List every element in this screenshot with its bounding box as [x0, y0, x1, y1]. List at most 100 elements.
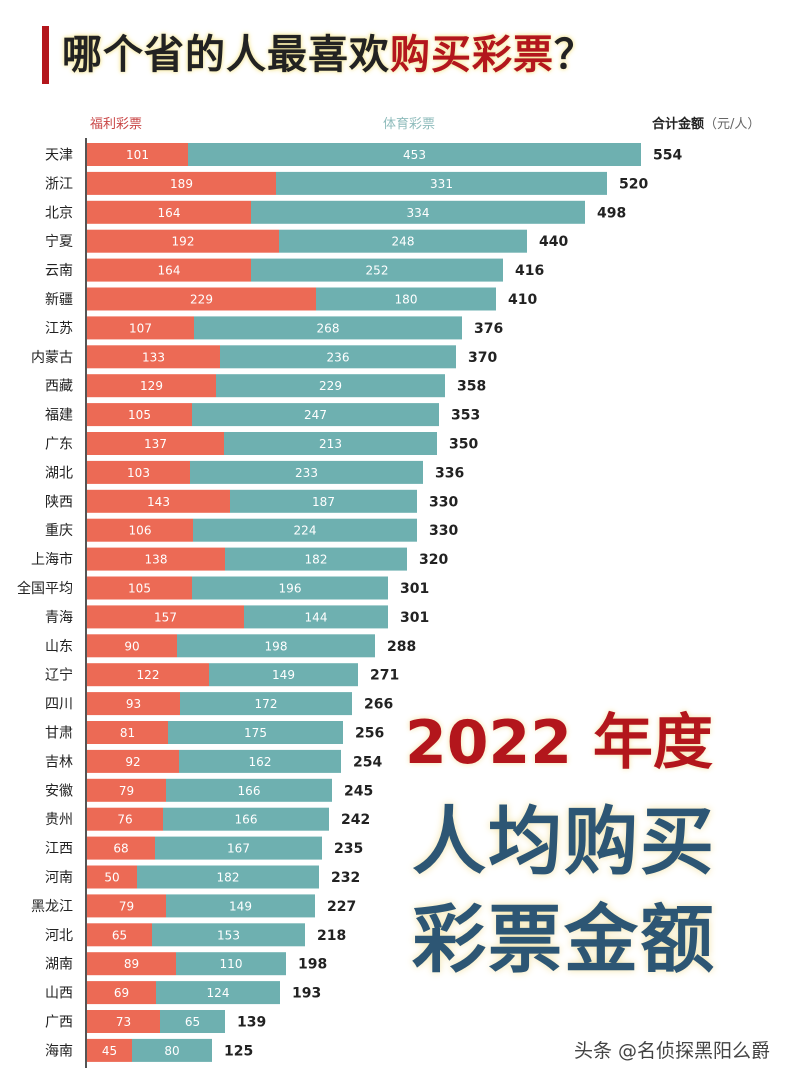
- total-label: 271: [370, 668, 399, 684]
- total-label: 410: [508, 292, 537, 308]
- total-label: 198: [298, 957, 327, 973]
- bar-welfare: [87, 287, 316, 311]
- value-label-sports: 247: [304, 408, 327, 422]
- value-label-welfare: 189: [170, 177, 193, 191]
- total-label: 498: [597, 205, 626, 221]
- value-label-welfare: 157: [154, 610, 177, 624]
- value-label-welfare: 79: [119, 784, 134, 798]
- total-label: 193: [292, 986, 321, 1002]
- category-label: 内蒙古: [31, 350, 73, 366]
- value-label-sports: 162: [249, 755, 272, 769]
- value-label-welfare: 93: [126, 697, 141, 711]
- category-label: 云南: [45, 263, 73, 279]
- bar-welfare: [87, 692, 180, 716]
- category-label: 宁夏: [45, 233, 73, 250]
- bar-welfare: [87, 778, 166, 802]
- value-label-welfare: 105: [128, 582, 151, 596]
- bar-sports: [316, 287, 496, 311]
- value-label-sports: 167: [227, 842, 250, 856]
- bar-welfare: [87, 171, 276, 195]
- total-label: 256: [355, 726, 384, 742]
- bar-sports: [179, 749, 341, 773]
- legend-welfare: 福利彩票: [90, 117, 143, 132]
- total-label: 288: [387, 639, 416, 655]
- total-label: 232: [331, 870, 360, 886]
- bar-welfare: [87, 460, 190, 484]
- category-label: 上海市: [31, 551, 73, 568]
- watermark: 头条 @名侦探黑阳么爵: [574, 1040, 771, 1062]
- headline-line3: 彩票金额: [412, 897, 716, 983]
- total-label: 416: [515, 263, 544, 279]
- bar-welfare: [87, 894, 166, 918]
- total-label: 301: [400, 581, 429, 597]
- value-label-sports: 80: [164, 1044, 179, 1058]
- bar-welfare: [87, 229, 279, 253]
- value-label-sports: 187: [312, 495, 335, 509]
- category-label: 新疆: [45, 292, 73, 308]
- y-axis-line: [85, 138, 87, 1068]
- bar-sports: [193, 518, 417, 542]
- value-label-sports: 182: [305, 553, 328, 567]
- total-label: 235: [334, 841, 363, 857]
- value-label-welfare: 81: [120, 726, 135, 740]
- value-label-sports: 213: [319, 437, 342, 451]
- bar-sports: [220, 345, 456, 369]
- value-label-sports: 65: [185, 1015, 200, 1029]
- total-label: 242: [341, 812, 370, 828]
- total-label: 376: [474, 321, 503, 337]
- bar-welfare: [87, 316, 194, 340]
- total-label: 353: [451, 408, 480, 424]
- value-label-sports: 172: [255, 697, 278, 711]
- bar-welfare: [87, 923, 152, 947]
- total-label: 218: [317, 928, 346, 944]
- value-label-welfare: 65: [112, 928, 127, 942]
- value-label-welfare: 68: [113, 842, 128, 856]
- bar-sports: [230, 489, 417, 513]
- value-label-sports: 229: [319, 379, 342, 393]
- total-label: 358: [457, 379, 486, 395]
- category-label: 山东: [45, 639, 73, 655]
- bar-sports: [176, 952, 286, 976]
- bar-sports: [251, 200, 585, 224]
- value-label-welfare: 133: [142, 350, 165, 364]
- value-label-welfare: 129: [140, 379, 163, 393]
- bar-sports: [160, 1010, 225, 1033]
- total-label: 440: [539, 234, 568, 250]
- category-label: 吉林: [45, 754, 73, 770]
- bar-sports: [180, 692, 352, 716]
- bar-sports: [279, 229, 527, 253]
- category-label: 陕西: [45, 494, 73, 510]
- value-label-sports: 175: [244, 726, 267, 740]
- bar-welfare: [87, 518, 193, 542]
- value-label-welfare: 192: [172, 235, 195, 249]
- bar-sports: [155, 836, 322, 860]
- category-label: 福建: [45, 408, 73, 424]
- category-label: 河北: [45, 928, 73, 944]
- category-label: 安徽: [45, 783, 73, 799]
- value-label-welfare: 164: [158, 264, 181, 278]
- bar-sports: [168, 721, 343, 744]
- value-label-welfare: 122: [137, 668, 160, 682]
- bar-welfare: [87, 403, 192, 427]
- category-label: 重庆: [45, 523, 73, 539]
- category-label: 海南: [45, 1043, 73, 1059]
- bar-welfare: [87, 345, 220, 369]
- bar-sports: [276, 171, 607, 195]
- value-label-sports: 180: [395, 293, 418, 307]
- legend-total: 合计金额（元/人）: [652, 117, 761, 132]
- bar-sports: [163, 807, 329, 831]
- category-label: 河南: [45, 870, 73, 886]
- value-label-welfare: 45: [102, 1044, 117, 1058]
- total-label: 520: [619, 176, 648, 192]
- bar-welfare: [87, 605, 244, 629]
- value-label-welfare: 73: [116, 1015, 131, 1029]
- total-label: 245: [344, 783, 373, 799]
- bar-welfare: [87, 981, 156, 1005]
- value-label-welfare: 143: [147, 495, 170, 509]
- bar-welfare: [87, 1010, 160, 1033]
- category-label: 青海: [45, 610, 73, 626]
- value-label-welfare: 90: [124, 639, 139, 653]
- value-label-welfare: 92: [125, 755, 140, 769]
- total-label: 330: [429, 523, 458, 539]
- category-label: 北京: [45, 205, 73, 221]
